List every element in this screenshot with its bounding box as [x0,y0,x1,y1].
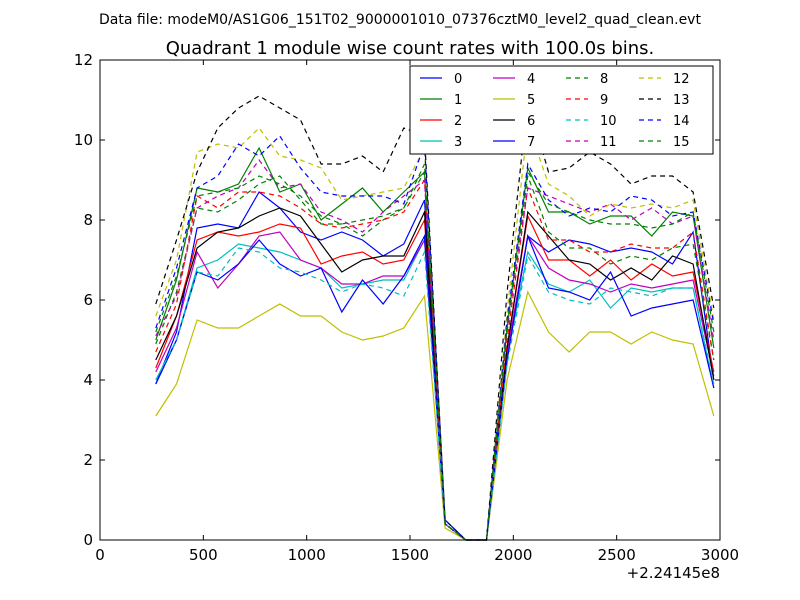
series-line-14 [155,135,715,541]
legend-box [409,65,714,155]
series-line-5 [155,290,715,541]
plot-lines [155,95,715,541]
y-tick-label: 4 [83,371,93,389]
y-tick-label: 12 [74,51,93,69]
legend-label-14: 14 [673,114,690,129]
x-tick-label: 2000 [494,546,532,564]
y-tick-label: 10 [74,131,93,149]
legend-label-8: 8 [600,72,608,87]
series-line-6 [155,207,715,541]
y-tick-label: 2 [83,451,93,469]
y-tick-label: 0 [83,531,93,549]
legend-label-3: 3 [454,135,462,150]
legend-label-11: 11 [600,135,617,150]
data-file-title: Data file: modeM0/AS1G06_151T02_90000010… [99,12,701,28]
chart-title: Quadrant 1 module wise count rates with … [166,38,655,59]
series-line-15 [155,163,715,541]
legend-label-7: 7 [527,135,535,150]
legend-label-1: 1 [454,93,462,108]
legend-label-9: 9 [600,93,608,108]
legend-label-15: 15 [673,135,690,150]
x-tick-label: 1000 [288,546,326,564]
x-offset-label: +2.24145e8 [627,564,720,582]
y-tick-label: 8 [83,211,93,229]
series-line-10 [155,247,715,541]
series-line-13 [155,95,715,541]
legend-label-2: 2 [454,114,462,129]
legend-label-10: 10 [600,114,617,129]
series-line-8 [155,169,715,541]
legend-label-4: 4 [527,72,535,87]
x-tick-label: 500 [189,546,218,564]
x-tick-label: 3000 [701,546,739,564]
legend-label-6: 6 [527,114,535,129]
legend-label-0: 0 [454,72,462,87]
x-axis: 0 500 1000 1500 2000 2500 3000 [95,60,739,564]
x-tick-label: 0 [95,546,105,564]
legend-label-5: 5 [527,93,535,108]
legend-label-13: 13 [673,93,690,108]
x-tick-label: 1500 [391,546,429,564]
series-line-9 [155,178,715,541]
x-tick-label: 2500 [598,546,636,564]
legend-label-12: 12 [673,72,690,87]
y-tick-label: 6 [83,291,93,309]
series-line-7 [155,233,715,541]
